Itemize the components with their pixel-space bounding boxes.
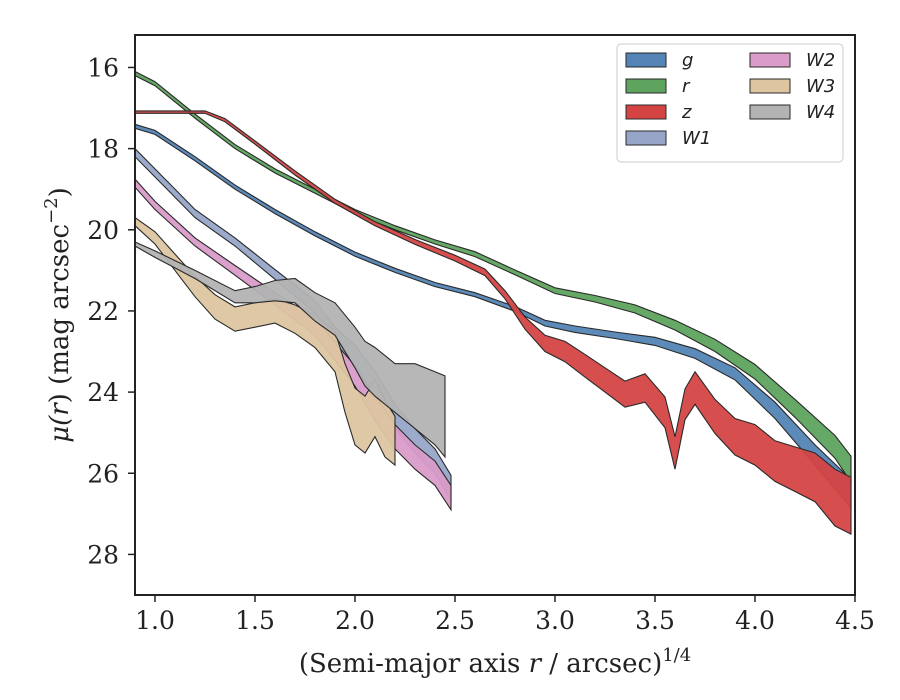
y-tick-label: 22 <box>87 297 119 326</box>
x-tick-label: 3.0 <box>535 606 575 635</box>
x-axis-title: (Semi-major axis r / arcsec)1/4 <box>299 645 691 679</box>
legend: grz W1 W2 W3 W4 <box>616 43 844 163</box>
y-tick-label: 20 <box>87 216 119 245</box>
legend-box <box>616 43 844 163</box>
x-tick-label: 1.5 <box>235 606 275 635</box>
legend-swatch-z <box>625 104 667 120</box>
plot-frame <box>134 34 856 596</box>
legend-label-w4: W4 <box>806 102 835 123</box>
legend-label-w2: W2 <box>806 50 835 71</box>
series-band-w3 <box>134 216 396 467</box>
legend-swatch-w3 <box>749 78 791 94</box>
y-tick-label: 28 <box>87 540 119 569</box>
legend-swatch-w1 <box>625 130 667 146</box>
y-tick-label: 16 <box>87 53 119 82</box>
legend-swatch-w4 <box>749 104 791 120</box>
y-tick-label: 18 <box>87 135 119 164</box>
legend-label-z: z <box>681 102 692 123</box>
legend-swatch-g <box>625 52 667 68</box>
y-tick-label: 24 <box>87 378 119 407</box>
x-tick-label: 4.5 <box>835 606 875 635</box>
legend-label-r: r <box>682 76 691 97</box>
series-band-z <box>134 110 852 535</box>
legend-label-g: g <box>682 50 693 71</box>
x-tick-label: 2.5 <box>435 606 475 635</box>
x-tick-label: 1.0 <box>135 606 175 635</box>
x-tick-label: 3.5 <box>635 606 675 635</box>
legend-swatch-r <box>625 78 667 94</box>
y-axis-title: μ(r) (mag arcsec−2) <box>41 187 75 443</box>
legend-swatch-w2 <box>749 52 791 68</box>
x-tick-label: 4.0 <box>735 606 775 635</box>
legend-label-w1: W1 <box>682 128 711 149</box>
legend-label-w3: W3 <box>806 76 835 97</box>
series-layer <box>134 70 852 535</box>
y-axis: 16 18 20 22 24 26 28 <box>87 53 135 569</box>
series-band-w4 <box>134 241 446 459</box>
x-axis: 1.0 1.5 2.0 2.5 3.0 3.5 4.0 4.5 <box>135 595 875 635</box>
x-tick-label: 2.0 <box>335 606 375 635</box>
y-tick-label: 26 <box>87 459 119 488</box>
